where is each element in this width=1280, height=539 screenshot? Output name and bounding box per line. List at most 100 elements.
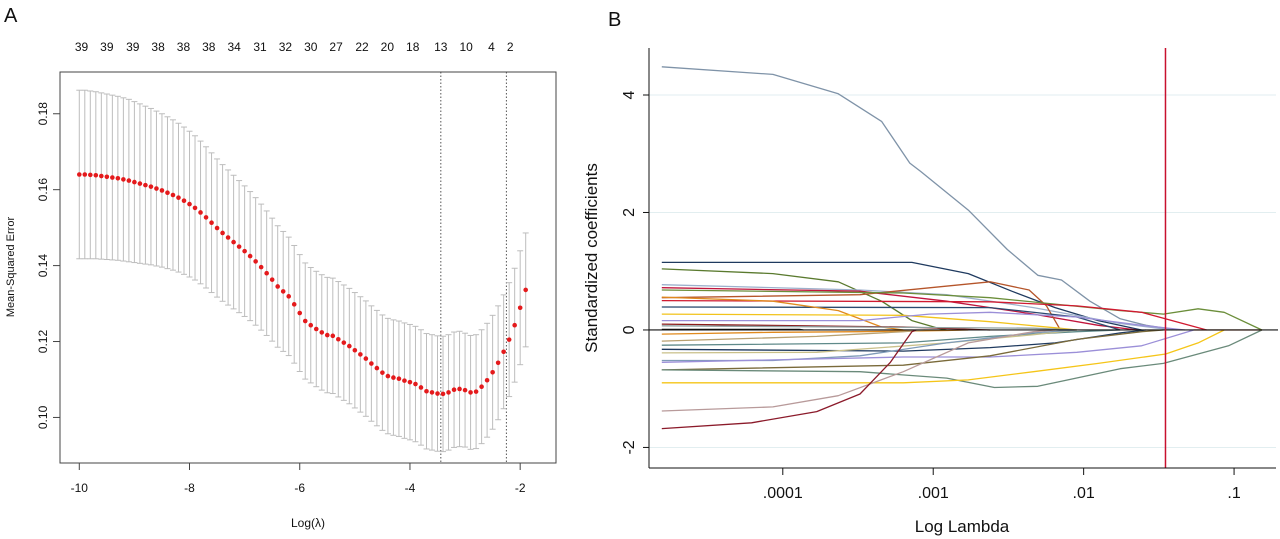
mse-point (313, 326, 319, 332)
x-tick-label: .0001 (763, 485, 803, 502)
top-axis-label: 22 (355, 40, 369, 54)
top-axis-label: 39 (126, 40, 140, 54)
x-tick-label: .001 (918, 485, 949, 502)
top-axis-label: 13 (434, 40, 448, 54)
top-axis-label: 30 (304, 40, 318, 54)
mse-points (76, 172, 528, 397)
mse-point (198, 210, 203, 215)
y-tick-label: 4 (621, 90, 638, 99)
mse-point (82, 172, 88, 177)
top-axis-label: 38 (151, 40, 165, 54)
mse-point (159, 188, 165, 193)
mse-point (369, 361, 374, 366)
mse-point (462, 387, 468, 393)
mse-point (170, 192, 176, 198)
y-tick-label: 0.16 (36, 178, 50, 202)
x-tick-label: -4 (405, 481, 416, 495)
coefficient-path (661, 329, 1056, 412)
x-axis-label: Log(λ) (291, 516, 325, 530)
mse-point (297, 310, 303, 316)
coefficient-path (661, 313, 1077, 331)
mse-point (468, 390, 473, 395)
mse-point (154, 186, 159, 191)
x-tick-label: -8 (184, 481, 195, 495)
coefficient-path (661, 66, 1177, 331)
mse-point (247, 253, 253, 259)
mse-point (209, 220, 214, 226)
top-axis-label: 39 (100, 40, 114, 54)
mse-point (176, 195, 181, 200)
y-axis-label: Mean-Squared Error (5, 217, 17, 318)
y-tick-label: 0 (621, 325, 638, 334)
top-axis-label: 18 (406, 40, 420, 54)
coefficient-path (661, 261, 1142, 331)
mse-point (429, 390, 435, 395)
mse-point (352, 347, 358, 353)
mse-point (418, 385, 424, 390)
top-axis-nonzero-counts: 39 39 39 38 38 38 34 31 32 30 27 22 20 18 13 10 4 2 (75, 40, 514, 54)
mse-point (181, 198, 187, 203)
mse-point (358, 352, 363, 357)
plot-frame (59, 71, 557, 464)
mse-point (319, 330, 325, 335)
mse-point (391, 375, 396, 380)
top-axis-label: 38 (202, 40, 216, 54)
coefficient-path (661, 329, 1194, 363)
x-tick-label: .1 (1227, 485, 1240, 502)
mse-point (275, 284, 280, 289)
mse-point (501, 349, 506, 355)
mse-point (374, 365, 380, 371)
y-tick-label: -2 (621, 440, 638, 454)
mse-point (512, 322, 517, 328)
mse-point (264, 270, 269, 276)
mse-point (490, 369, 495, 375)
mse-point (457, 386, 462, 392)
mse-point (231, 239, 236, 245)
top-axis-label: 38 (177, 40, 191, 54)
mse-point (258, 264, 264, 270)
coefficient-path (661, 311, 1186, 331)
mse-point (440, 391, 446, 397)
top-axis-label: 20 (381, 40, 395, 54)
mse-point (76, 172, 82, 177)
mse-point (506, 337, 512, 342)
mse-point (187, 201, 192, 207)
mse-point (341, 340, 347, 345)
coefficient-path (661, 287, 1138, 331)
mse-point (336, 336, 341, 342)
mse-point (402, 378, 407, 383)
mse-point (451, 387, 457, 393)
mse-point (479, 384, 484, 389)
mse-point (104, 174, 110, 180)
mse-point (413, 381, 418, 387)
mse-point (517, 305, 523, 311)
mse-point (143, 182, 148, 188)
mse-point (225, 235, 231, 240)
coefficient-path (661, 299, 1207, 331)
top-axis-label: 10 (459, 40, 473, 54)
top-axis-label: 4 (488, 40, 495, 54)
y-tick-label: 0.12 (36, 330, 50, 354)
coefficient-path (661, 329, 1263, 389)
y-tick-label: 0.18 (36, 102, 50, 126)
top-axis-label: 34 (227, 40, 241, 54)
panel-a-label: A (4, 5, 18, 27)
mse-point (302, 318, 308, 324)
mse-point (280, 289, 286, 294)
mse-point (446, 390, 451, 395)
mse-point (165, 190, 170, 196)
mse-point (203, 215, 209, 220)
mse-point (214, 225, 220, 231)
mse-point (286, 294, 292, 299)
x-tick-label: -2 (515, 481, 526, 495)
error-bars (76, 89, 529, 453)
mse-point (396, 376, 402, 382)
top-axis-label: 32 (279, 40, 293, 54)
mse-point (220, 230, 225, 236)
coefficient-path (661, 329, 1225, 384)
mse-point (269, 277, 275, 282)
mse-point (380, 370, 385, 375)
mse-point (192, 205, 198, 211)
coefficient-path (661, 306, 1121, 331)
